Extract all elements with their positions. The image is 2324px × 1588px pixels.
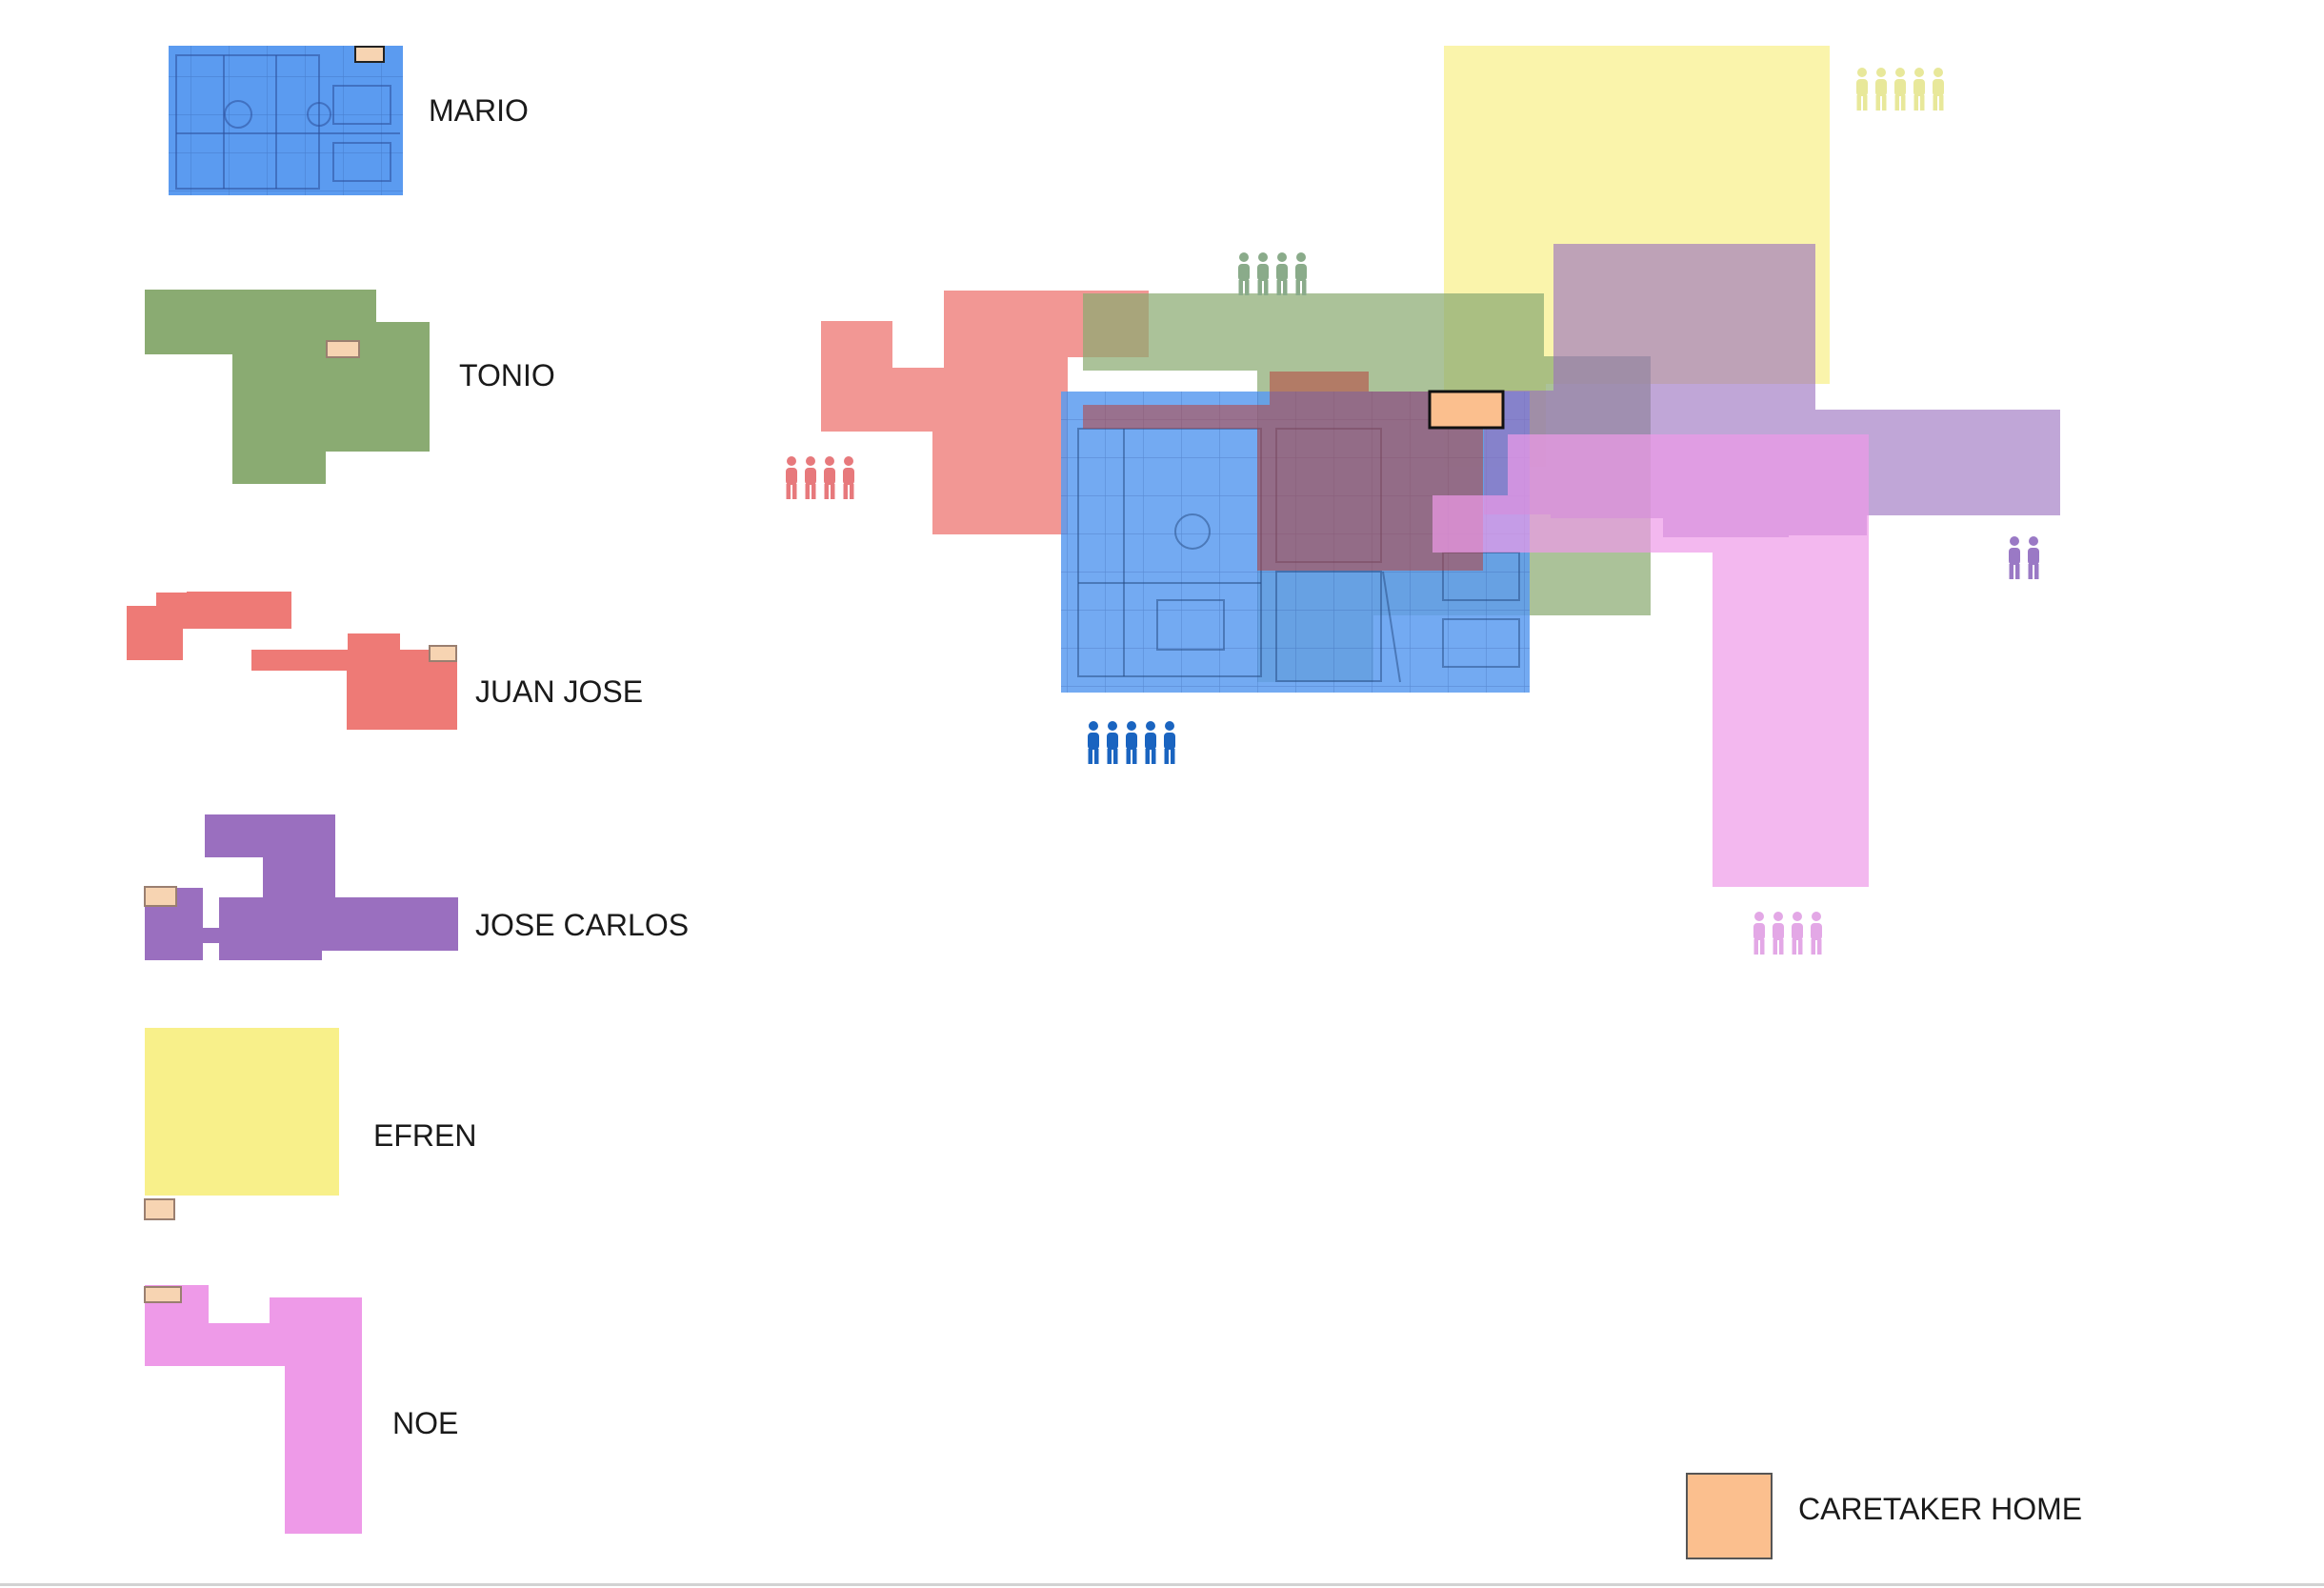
person-icon [1126, 721, 1137, 764]
person-icon [1875, 68, 1887, 111]
person-icon [1894, 68, 1906, 111]
juan-jose-overlay [1083, 372, 1483, 682]
legend-label-juan-jose: JUAN JOSE [475, 674, 644, 709]
person-icon [1107, 721, 1118, 764]
person-icon [824, 456, 835, 499]
person-icon [805, 456, 816, 499]
person-icon [1773, 912, 1784, 955]
person-icon [1753, 912, 1765, 955]
people-group-efren [1856, 68, 1944, 111]
legend-tonio-shape [145, 290, 430, 484]
person-icon [1164, 721, 1175, 764]
legend-juan-jose-shape [127, 592, 457, 730]
person-icon [1145, 721, 1156, 764]
person-icon [2028, 536, 2039, 579]
legend-label-noe: NOE [392, 1406, 459, 1440]
person-icon [2009, 536, 2020, 579]
caretaker-home-icon [1686, 1473, 1773, 1559]
bottom-divider [0, 1583, 2324, 1586]
legend-jose-carlos-shape [144, 814, 458, 960]
caretaker-home-marker [1428, 390, 1505, 430]
person-icon [1295, 252, 1307, 295]
people-group-juan-jose [786, 456, 854, 499]
key-label-caretaker-home: CARETAKER HOME [1798, 1492, 2083, 1526]
person-icon [1088, 721, 1099, 764]
people-group-noe [1753, 912, 1822, 955]
legend-label-mario: MARIO [429, 93, 529, 128]
person-icon [1856, 68, 1868, 111]
people-group-jose-carlos [2009, 536, 2039, 579]
person-icon [786, 456, 797, 499]
person-icon [1238, 252, 1250, 295]
person-icon [1792, 912, 1803, 955]
people-group-mario [1088, 721, 1175, 764]
legend-efren-shape [144, 1028, 339, 1220]
legend-label-efren: EFREN [373, 1118, 477, 1153]
person-icon [1933, 68, 1944, 111]
person-icon [1276, 252, 1288, 295]
person-icon [1913, 68, 1925, 111]
person-icon [843, 456, 854, 499]
legend-noe-shape [144, 1285, 362, 1534]
noe-zone [1432, 434, 1869, 887]
people-group-tonio [1238, 252, 1307, 295]
person-icon [1257, 252, 1269, 295]
legend-mario-plan [169, 46, 403, 195]
person-icon [1811, 912, 1822, 955]
legend-label-tonio: TONIO [459, 358, 555, 392]
legend-label-jose-carlos: JOSE CARLOS [475, 908, 690, 942]
